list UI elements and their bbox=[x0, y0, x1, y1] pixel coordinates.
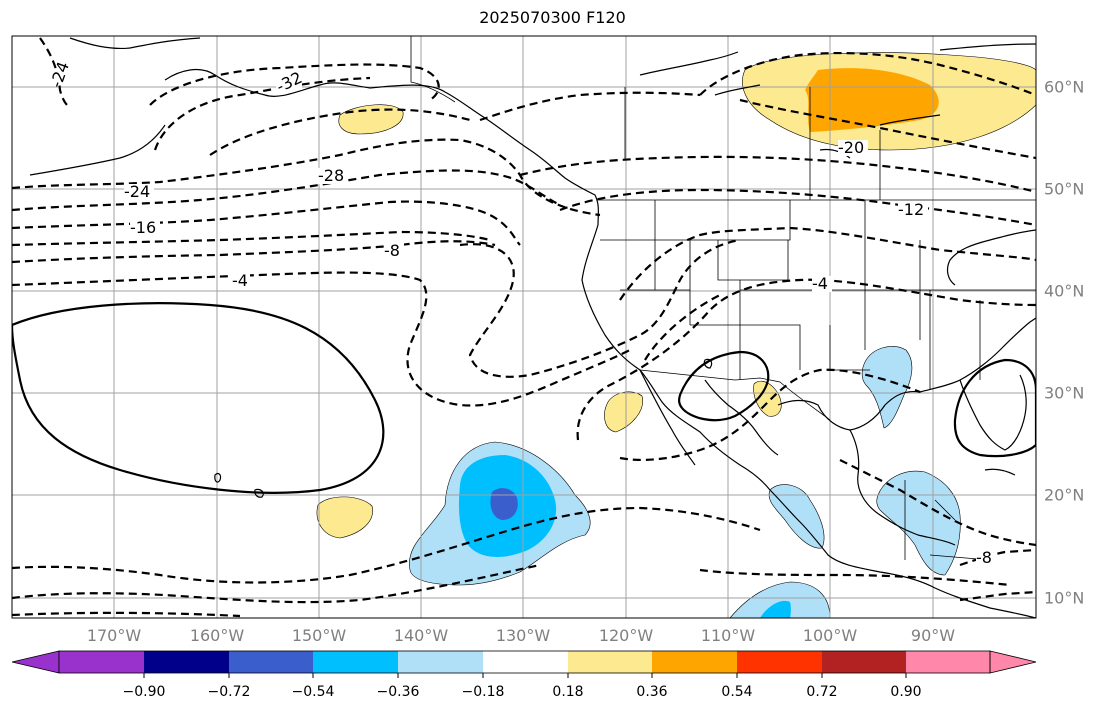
colorbar-bin bbox=[483, 651, 568, 673]
colorbar-tick-label: −0.54 bbox=[291, 684, 335, 700]
lat-label: 40°N bbox=[1044, 281, 1085, 301]
colorbar-tick-label: −0.72 bbox=[207, 684, 251, 700]
contour-label-3: -28 bbox=[318, 166, 344, 185]
lon-label: 130°W bbox=[495, 626, 551, 645]
colorbar-bin bbox=[313, 651, 398, 673]
contour-label-5: -16 bbox=[130, 218, 156, 237]
contour-solid-mexico bbox=[678, 350, 770, 422]
colorbar-bin bbox=[737, 651, 822, 673]
contour-label-4: -24 bbox=[124, 182, 150, 201]
negative-anomaly-south-outer bbox=[729, 581, 831, 618]
shaded-fields bbox=[316, 52, 1036, 618]
colorbar-tick-label: −0.18 bbox=[461, 684, 505, 700]
contour-lines bbox=[12, 37, 1036, 618]
colorbar-tick-label: 0.54 bbox=[721, 684, 753, 700]
gridlines bbox=[12, 36, 1036, 618]
lon-label: 90°W bbox=[910, 626, 956, 645]
positive-anomaly-gulf-alaska bbox=[338, 104, 404, 135]
negative-anomaly-pacific-core bbox=[490, 488, 518, 520]
colorbar-tick-label: 0.72 bbox=[806, 684, 838, 700]
colorbar-bin bbox=[906, 651, 990, 673]
map-frame bbox=[11, 35, 1037, 619]
contour-label-7: -4 bbox=[232, 271, 248, 290]
positive-anomaly-core bbox=[805, 68, 939, 132]
colorbar-bin bbox=[59, 651, 144, 673]
colorbar-tick-label: −0.90 bbox=[122, 684, 166, 700]
colorbar-bin bbox=[652, 651, 737, 673]
positive-anomaly-hawaii bbox=[316, 496, 373, 539]
contour-label-11: -8 bbox=[976, 548, 992, 567]
positive-anomaly-arizona bbox=[753, 380, 782, 417]
coastlines bbox=[29, 37, 1036, 618]
lat-label: 60°N bbox=[1044, 77, 1085, 97]
negative-anomaly-yucatan bbox=[876, 470, 961, 576]
lon-label: 140°W bbox=[393, 626, 449, 645]
colorbar-extend-min bbox=[11, 650, 60, 674]
lon-label: 150°W bbox=[291, 626, 347, 645]
colorbar-tick-label: 0.90 bbox=[890, 684, 922, 700]
colorbar-bin bbox=[398, 651, 483, 673]
chart-title: 2025070300 F120 bbox=[479, 8, 626, 27]
contour-label-8: -20 bbox=[838, 138, 864, 157]
colorbar-tick-label: 0.36 bbox=[636, 684, 668, 700]
colorbar-tick-label: −0.36 bbox=[376, 684, 420, 700]
lat-label: 20°N bbox=[1044, 485, 1085, 505]
negative-anomaly-south-core bbox=[760, 600, 791, 618]
lat-label: 50°N bbox=[1044, 179, 1085, 199]
lon-label: 160°W bbox=[189, 626, 245, 645]
lon-label: 110°W bbox=[700, 626, 756, 645]
colorbar bbox=[11, 650, 1037, 678]
lat-label: 30°N bbox=[1044, 383, 1085, 403]
colorbar-bin bbox=[229, 651, 313, 673]
contour-label-10: -4 bbox=[812, 274, 828, 293]
contour-labels: -24 -32 -28 -24 -16 -8 -4 -20 -12 -4 -8 bbox=[46, 59, 996, 567]
colorbar-tick-label: 0.18 bbox=[552, 684, 584, 700]
lon-label: 170°W bbox=[86, 626, 142, 645]
negative-anomaly-texas bbox=[861, 346, 913, 429]
contour-solid-pacific-high bbox=[12, 302, 385, 494]
colorbar-extend-max bbox=[989, 650, 1037, 674]
lon-label: 100°W bbox=[802, 626, 858, 645]
colorbar-bin bbox=[822, 651, 906, 673]
contour-label-9: -12 bbox=[898, 200, 924, 219]
colorbar-bin bbox=[568, 651, 652, 673]
lat-label: 10°N bbox=[1044, 588, 1085, 608]
colorbar-frame bbox=[58, 650, 991, 674]
colorbar-bin bbox=[144, 651, 229, 673]
contour-label-6: -8 bbox=[384, 241, 400, 260]
lon-label: 120°W bbox=[598, 626, 654, 645]
